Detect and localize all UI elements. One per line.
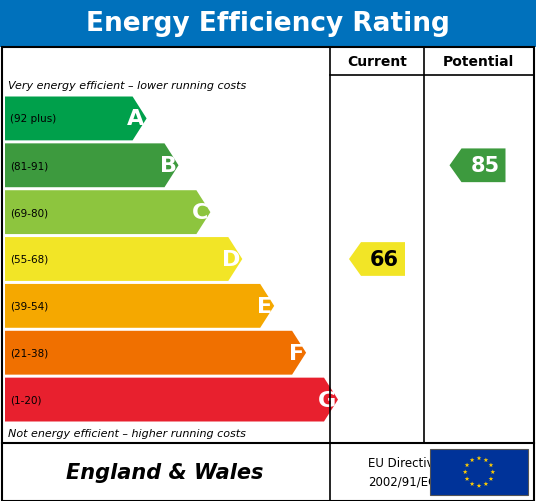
Polygon shape — [450, 149, 505, 183]
Polygon shape — [5, 237, 242, 282]
Text: B: B — [160, 156, 176, 176]
Polygon shape — [5, 331, 306, 375]
Polygon shape — [477, 456, 481, 460]
Text: E: E — [257, 296, 272, 316]
Polygon shape — [5, 97, 147, 141]
Text: (55-68): (55-68) — [10, 255, 48, 265]
Polygon shape — [5, 144, 178, 188]
Text: 85: 85 — [471, 156, 500, 176]
Polygon shape — [489, 476, 493, 481]
Text: England & Wales: England & Wales — [66, 462, 264, 482]
Polygon shape — [5, 191, 211, 234]
Text: EU Directive
2002/91/EC: EU Directive 2002/91/EC — [368, 456, 441, 487]
Polygon shape — [5, 378, 338, 422]
Polygon shape — [470, 481, 474, 486]
Text: (81-91): (81-91) — [10, 161, 48, 171]
Text: (1-20): (1-20) — [10, 395, 41, 405]
Text: Not energy efficient – higher running costs: Not energy efficient – higher running co… — [8, 428, 246, 438]
Text: Energy Efficiency Rating: Energy Efficiency Rating — [86, 11, 450, 37]
Text: Potential: Potential — [443, 55, 514, 69]
Polygon shape — [477, 483, 481, 488]
Polygon shape — [349, 242, 405, 277]
Text: G: G — [318, 390, 336, 410]
Text: 66: 66 — [370, 249, 399, 270]
Bar — [0, 0, 536, 48]
Text: (92 plus): (92 plus) — [10, 114, 56, 124]
Polygon shape — [490, 469, 495, 474]
Polygon shape — [483, 481, 488, 486]
Text: (39-54): (39-54) — [10, 301, 48, 311]
Text: C: C — [192, 203, 209, 223]
Text: Very energy efficient – lower running costs: Very energy efficient – lower running co… — [8, 81, 246, 91]
Polygon shape — [465, 476, 470, 481]
Polygon shape — [465, 463, 470, 467]
Text: Current: Current — [347, 55, 407, 69]
Polygon shape — [489, 463, 493, 467]
Text: D: D — [222, 249, 240, 270]
Polygon shape — [463, 469, 467, 474]
Polygon shape — [470, 457, 474, 462]
Text: (21-38): (21-38) — [10, 348, 48, 358]
Polygon shape — [483, 457, 488, 462]
Polygon shape — [5, 285, 274, 328]
Text: A: A — [128, 109, 145, 129]
Bar — [430, 449, 528, 495]
Text: F: F — [289, 343, 304, 363]
Text: (69-80): (69-80) — [10, 208, 48, 218]
